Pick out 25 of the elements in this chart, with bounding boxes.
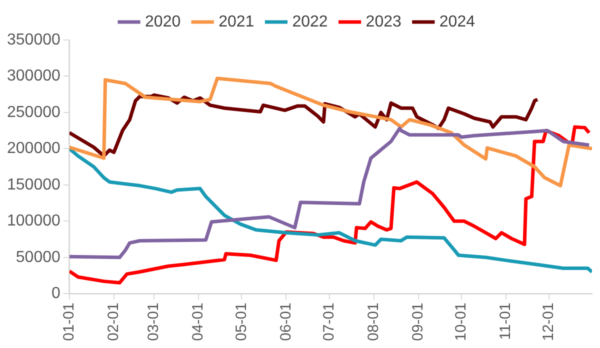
y-tick-label: 50000: [16, 248, 60, 266]
y-tick-label: 100000: [7, 212, 60, 230]
y-tick-label: 150000: [7, 176, 60, 194]
legend-label: 2023: [366, 13, 402, 30]
x-tick-label: 11-01: [496, 302, 514, 340]
legend-label: 2024: [439, 13, 476, 30]
x-tick-label: 10-01: [452, 302, 470, 342]
legend-label: 2020: [145, 13, 181, 30]
x-tick-label: 02-01: [105, 302, 122, 342]
x-tick-label: 12-01: [540, 302, 558, 342]
x-tick-label: 09-01: [409, 302, 426, 342]
y-tick-label: 200000: [7, 140, 60, 158]
x-tick-label: 01-01: [60, 302, 78, 342]
x-tick-label: 08-01: [364, 302, 382, 342]
y-tick-label: 250000: [7, 104, 60, 121]
legend-label: 2022: [292, 13, 328, 30]
y-tick-label: 300000: [7, 68, 60, 85]
y-tick-label: 0: [51, 285, 60, 302]
y-tick-label: 350000: [7, 31, 60, 48]
x-tick-label: 06-01: [277, 302, 294, 342]
x-tick-label: 04-01: [190, 302, 207, 342]
x-tick-label: 07-01: [320, 302, 338, 342]
x-tick-label: 05-01: [232, 302, 250, 342]
x-tick-label: 03-01: [145, 302, 162, 342]
legend-label: 2021: [218, 13, 254, 30]
